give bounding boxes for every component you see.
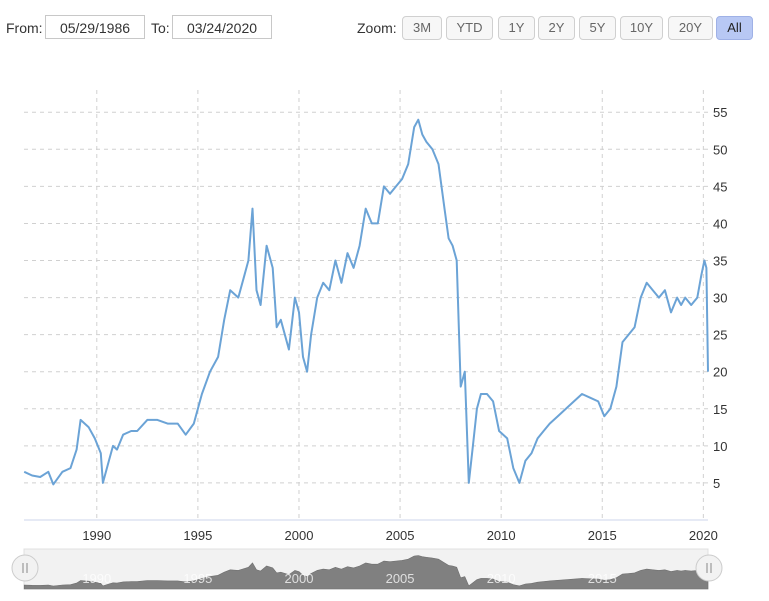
y-tick-label: 40 [713, 216, 727, 231]
y-tick-label: 25 [713, 328, 727, 343]
y-tick-label: 15 [713, 402, 727, 417]
x-axis-labels: 1990 1995 2000 2005 2010 2015 2020 [82, 528, 717, 543]
y-tick-label: 10 [713, 439, 727, 454]
from-label: From: [6, 20, 43, 36]
navigator-year-label: 2000 [285, 571, 314, 586]
zoom-2y-button[interactable]: 2Y [538, 16, 575, 40]
x-tick-label: 2000 [285, 528, 314, 543]
x-tick-label: 1990 [82, 528, 111, 543]
y-gridlines [24, 111, 708, 484]
navigator-year-label: 2015 [588, 571, 617, 586]
zoom-5y-button[interactable]: 5Y [579, 16, 616, 40]
zoom-1y-button[interactable]: 1Y [498, 16, 535, 40]
navigator-year-label: 1990 [82, 571, 111, 586]
y-tick-label: 55 [713, 105, 727, 120]
x-tick-label: 2020 [689, 528, 718, 543]
navigator-year-label: 2005 [386, 571, 415, 586]
navigator-year-label: 2010 [487, 571, 516, 586]
y-tick-label: 45 [713, 179, 727, 194]
zoom-label: Zoom: [357, 20, 397, 36]
x-gridlines [96, 90, 704, 520]
range-selector-toolbar: From: 05/29/1986 To: 03/24/2020 Zoom: 3M… [0, 0, 769, 44]
navigator-year-label: 1995 [183, 571, 212, 586]
zoom-3m-button[interactable]: 3M [402, 16, 442, 40]
to-label: To: [151, 20, 170, 36]
from-date-input[interactable]: 05/29/1986 [45, 15, 145, 39]
zoom-ytd-button[interactable]: YTD [446, 16, 493, 40]
navigator-left-handle[interactable] [11, 554, 39, 582]
to-date-input[interactable]: 03/24/2020 [172, 15, 272, 39]
x-tick-label: 1995 [183, 528, 212, 543]
y-tick-label: 50 [713, 142, 727, 157]
zoom-all-button[interactable]: All [716, 16, 753, 40]
price-series-line [23, 118, 709, 486]
y-tick-label: 5 [713, 476, 720, 491]
y-axis-labels: 5 10 15 20 25 30 35 40 45 50 55 [713, 105, 727, 491]
y-tick-label: 30 [713, 291, 727, 306]
x-tick-label: 2015 [588, 528, 617, 543]
y-tick-label: 35 [713, 254, 727, 269]
x-tick-label: 2010 [487, 528, 516, 543]
navigator-right-handle[interactable] [695, 554, 723, 582]
navigator-series-area [23, 555, 709, 590]
zoom-20y-button[interactable]: 20Y [668, 16, 713, 40]
x-tick-label: 2005 [386, 528, 415, 543]
navigator-labels: 1990 1995 2000 2005 2010 2015 [82, 571, 616, 586]
navigator[interactable]: 1990 1995 2000 2005 2010 2015 [11, 548, 723, 590]
zoom-10y-button[interactable]: 10Y [620, 16, 663, 40]
y-tick-label: 20 [713, 365, 727, 380]
